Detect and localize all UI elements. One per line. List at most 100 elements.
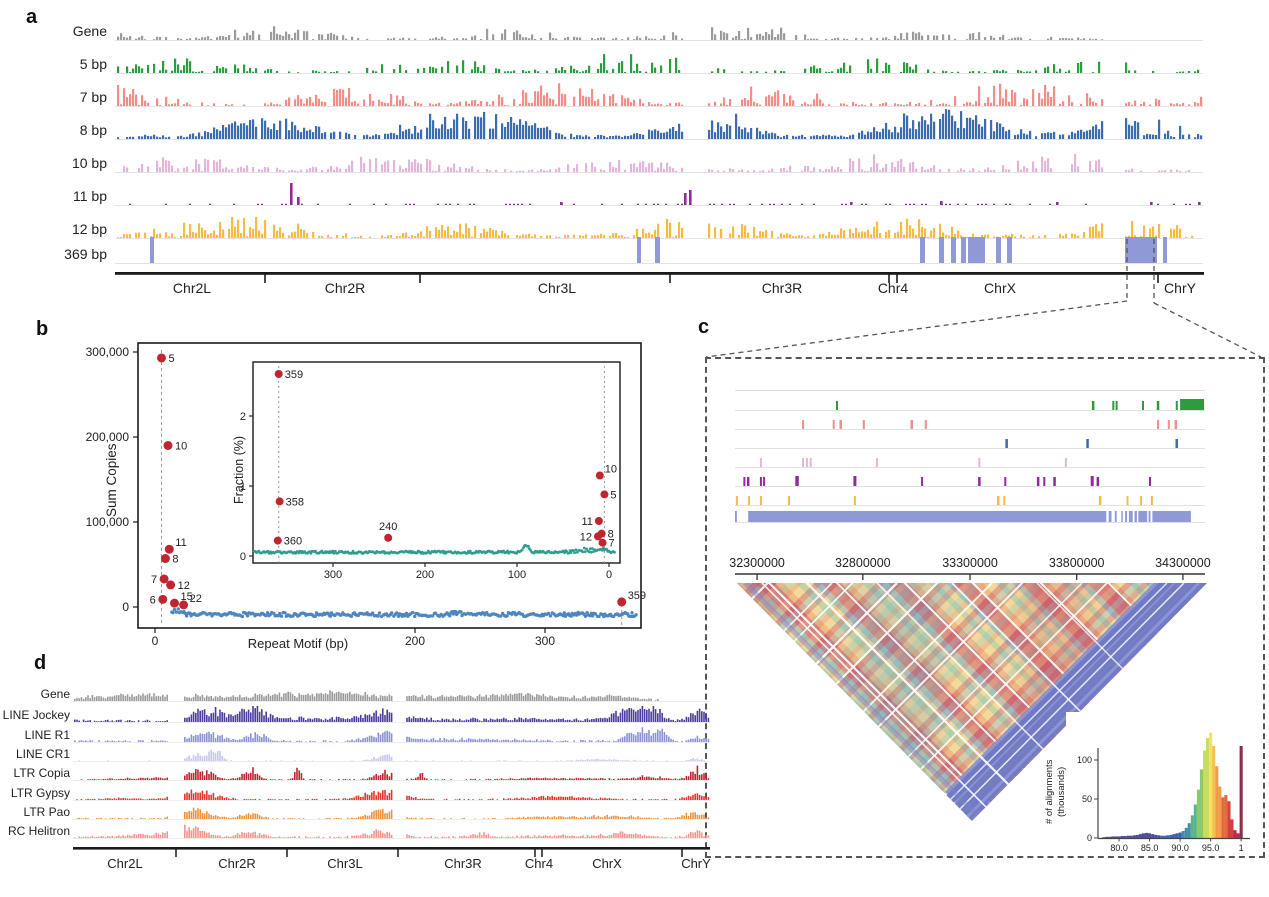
green-zoom-block [1180,399,1205,410]
satellite-block-369bp [920,237,925,263]
histogram-bar [1184,827,1188,838]
zoom-track-tick [1091,401,1095,410]
highlighted-motif-point [617,597,627,607]
inset-point-label: 5 [610,489,616,501]
zoom-track-tick [1098,496,1102,505]
highlighted-motif-point [157,353,166,363]
histogram-bar [1190,815,1194,838]
histogram-x-tick: 90.0 [1171,843,1189,853]
zoom-track-tick [743,477,746,486]
inset-motif-point [593,532,602,541]
histogram-x-tick: 80.0 [1110,843,1128,853]
satellite-zoom-segment [1138,511,1148,522]
track-bars-d-LINEJockey [74,706,710,722]
alignments-axis-title: # of alignments [1044,759,1055,825]
highlighted-motif-point [170,598,179,608]
zoom-track-tick [853,476,857,486]
inset-motif-point [274,370,283,378]
zoom-track-tick [1174,420,1178,429]
zoom-track-tick [853,496,856,505]
histogram-bar [1236,833,1240,838]
alignments-axis-title-2: (thousands) [1056,766,1067,818]
track-bars-10bp [123,153,1191,172]
motif-point-label: 22 [190,593,202,605]
inset-point-label: 359 [285,369,303,381]
inset-point-label: 12 [580,531,592,543]
histogram-bar [1178,832,1182,838]
track-label-a: 369 bp [64,246,107,262]
track-label-a: Gene [72,23,107,39]
chromosome-label: ChrY [1164,280,1196,296]
panel-c-label: c [698,316,710,338]
chromosome-label: Chr3L [537,280,577,296]
histogram-bar [1187,823,1191,838]
zoom-track-tick [1090,476,1094,486]
track-bars-8bp [117,109,1203,139]
y-tick-label: 0 [122,600,129,614]
satellite-zoom-segment [1125,511,1127,522]
zoom-track-tick [1004,477,1007,486]
zoom-track-tick [1053,477,1056,486]
zoom-track-tick [1115,401,1118,410]
inset-point-label: 358 [286,496,304,508]
highlighted-motif-point [159,574,169,584]
histogram-bar [1126,835,1130,838]
spike-11bp [560,202,563,205]
histogram-bar [1227,801,1231,838]
histogram-x-tick: 1 [1239,843,1244,853]
track-bars-d-LTRPao [76,807,710,819]
satellite-block-369bp [961,237,966,263]
histogram-bar [1212,746,1216,838]
histogram-bar [1163,835,1167,838]
zoom-track-tick [1149,477,1151,486]
inset-point-label: 11 [581,516,592,528]
zoom-track-tick [759,458,762,467]
zoom-track-tick [832,420,835,429]
histogram-bar [1203,750,1207,838]
zoom-track-tick [1142,401,1144,410]
satellite-block-369bp [1125,237,1157,263]
chromosome-label: Chr3R [761,280,803,296]
motif-point-label: 6 [150,594,156,606]
zoom-track-tick [924,420,927,429]
zoom-track-tick [910,420,913,429]
inset-motif-point [595,471,604,480]
histogram-bar [1141,833,1145,838]
histogram-bar [1108,836,1112,838]
track-label-d: LTR Gypsy [10,786,70,800]
histogram-bar [1148,833,1152,838]
histogram-x-tick: 85.0 [1141,843,1159,853]
histogram-bar [1209,732,1213,838]
histogram-bar [1221,797,1225,838]
histogram-bar [1157,835,1161,838]
satellite-block-369bp [150,237,154,263]
satellite-zoom-segment [1152,511,1191,522]
histogram-bar [1169,834,1173,838]
track-bars-d-RCHelitron [74,824,710,838]
chromosome-label-d: ChrY [681,856,711,871]
track-bars-Gene [117,26,1104,40]
panel-b-frame [137,342,642,629]
sum-copies-axis-title: Sum Copies [104,443,119,517]
inset-point-label: 8 [608,529,614,541]
histogram-bar [1166,835,1170,838]
track-label-d: LINE CR1 [15,747,70,761]
satellite-zoom-segment [1121,511,1123,522]
satellite-block-369bp [968,237,985,263]
coordinate-tick-label: 32800000 [835,556,891,570]
inset-point-label: 360 [284,536,302,548]
zoom-track-tick [802,458,805,467]
zoom-track-tick [1086,439,1089,448]
inset-y-tick: 0 [240,551,246,563]
repeat-motif-axis-title: Repeat Motif (bp) [247,636,349,651]
zoom-track-tick [1112,401,1115,410]
zoom-track-tick [746,477,750,486]
motif-point-label: 5 [169,353,175,365]
satellite-block-369bp [939,237,944,263]
zoom-track-tick [921,477,924,486]
histogram-bar [1230,819,1234,838]
chromosome-label: ChrX [984,280,1016,296]
zoom-track-tick [1003,496,1006,505]
satellite-block-369bp [1163,237,1167,263]
